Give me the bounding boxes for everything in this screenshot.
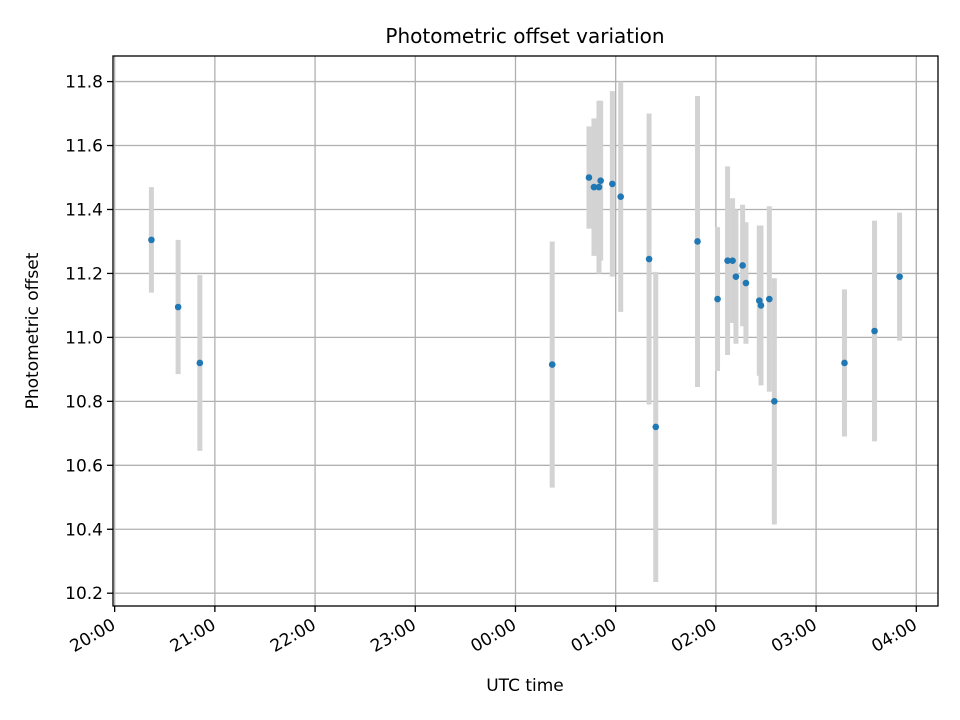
x-tick-label: 21:00 [167, 615, 219, 657]
x-axis-label: UTC time [486, 676, 564, 696]
data-point [757, 302, 765, 309]
data-point [694, 238, 701, 245]
data-point [174, 303, 182, 311]
data-point [196, 359, 204, 367]
chart-title: Photometric offset variation [385, 24, 664, 48]
y-axis: 10.2 10.4 10.6 10.8 11.0 11.2 11.4 11.6 11.8 [65, 73, 113, 604]
data-point [597, 177, 604, 185]
y-tick-label: 11.8 [65, 73, 103, 93]
x-tick-label: 20:00 [67, 615, 119, 657]
y-tick-label: 10.4 [65, 520, 103, 540]
data-point [739, 262, 746, 269]
error-bars [148, 81, 903, 583]
x-tick-label: 04:00 [868, 615, 920, 657]
data-point [742, 279, 750, 287]
x-tick-label: 02:00 [668, 615, 720, 657]
y-tick-label: 11.2 [65, 264, 103, 284]
data-points [148, 174, 903, 431]
x-tick-label: 23:00 [367, 615, 419, 657]
data-point [766, 295, 773, 303]
data-point [871, 327, 878, 335]
grid-lines [113, 56, 938, 606]
data-point [714, 295, 721, 303]
x-tick-label: 01:00 [568, 615, 620, 657]
data-point [585, 174, 593, 181]
data-point [617, 193, 624, 200]
data-point [590, 183, 598, 191]
y-tick-label: 10.8 [65, 392, 103, 412]
x-tick-label: 00:00 [468, 615, 520, 657]
data-point [724, 257, 731, 264]
data-point [609, 180, 616, 188]
plot-frame [112, 55, 939, 607]
data-point [771, 398, 778, 405]
data-point [645, 255, 653, 263]
y-tick-label: 10.6 [65, 456, 103, 476]
x-axis: 20:00 21:00 22:00 23:00 00:00 01:00 02:00 03:00… [67, 606, 921, 657]
data-point [595, 183, 603, 191]
y-axis-label: Photometric offset [23, 252, 43, 409]
x-tick-label: 03:00 [768, 615, 820, 657]
y-tick-label: 11.4 [65, 200, 103, 220]
y-tick-label: 10.2 [65, 584, 103, 604]
y-tick-label: 11.0 [65, 328, 103, 348]
data-point [729, 257, 736, 264]
data-point [652, 423, 660, 431]
x-tick-label: 22:00 [267, 615, 319, 657]
data-point [841, 359, 848, 367]
y-tick-label: 11.6 [65, 137, 103, 157]
data-point [548, 361, 556, 368]
data-point [148, 236, 155, 244]
data-point [896, 273, 903, 280]
data-point [732, 273, 740, 280]
